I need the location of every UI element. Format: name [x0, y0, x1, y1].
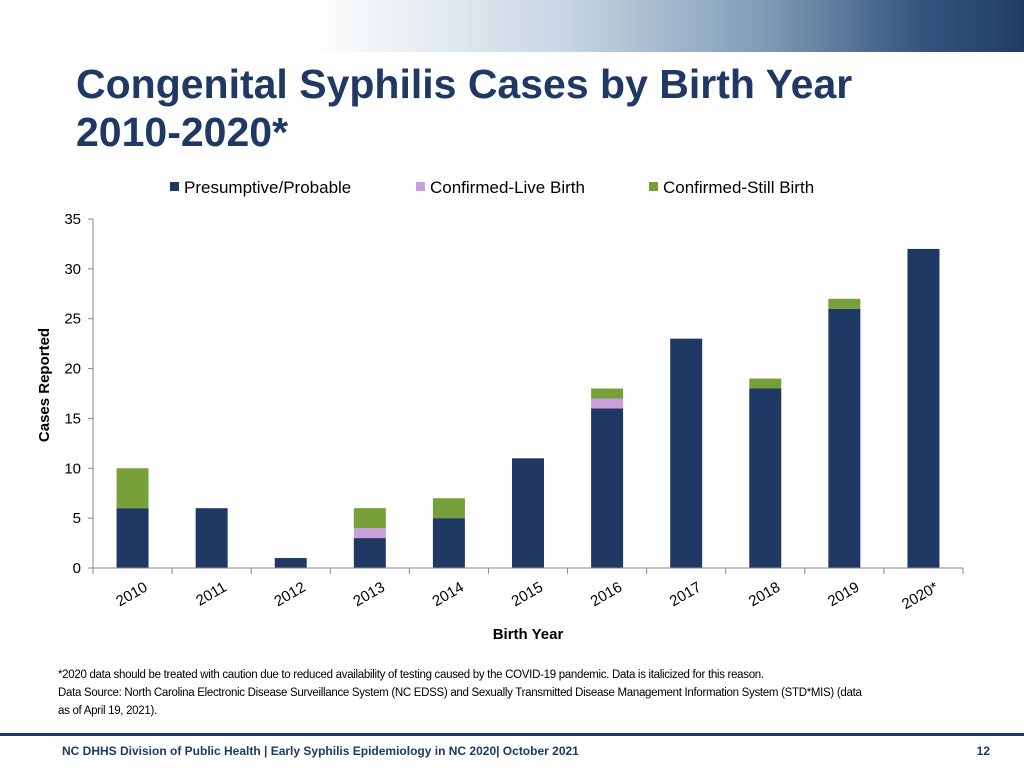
bars-group — [116, 248, 940, 568]
x-tick-label: 2018 — [746, 579, 783, 610]
legend-label: Confirmed-Still Birth — [663, 178, 814, 197]
footer-text: NC DHHS Division of Public Health | Earl… — [62, 744, 579, 758]
x-tick-label: 2017 — [667, 579, 704, 610]
bar-segment — [907, 248, 940, 568]
x-tick-label: 2013 — [350, 579, 387, 610]
bar-segment — [353, 508, 386, 529]
x-tick-label: 2020* — [899, 579, 942, 613]
bar-segment — [828, 298, 861, 309]
notes: *2020 data should be treated with cautio… — [58, 666, 958, 720]
bar-segment — [828, 308, 861, 568]
y-tick-label: 5 — [73, 510, 81, 527]
source-line-1: Data Source: North Carolina Electronic D… — [58, 687, 862, 699]
x-tick-label: 2011 — [193, 579, 229, 610]
x-tick-label: 2014 — [430, 579, 467, 610]
legend-swatch — [170, 182, 179, 191]
header-band — [0, 0, 1024, 52]
source-line-2: as of April 19, 2021). — [58, 705, 157, 717]
bar-segment — [432, 518, 465, 568]
x-tick-label: 2016 — [588, 579, 625, 610]
bar-segment — [432, 498, 465, 519]
slide-title-line1: Congenital Syphilis Cases by Birth Year — [76, 61, 853, 107]
page-number: 12 — [976, 744, 990, 758]
y-tick-label: 15 — [64, 410, 81, 427]
y-axis: 0 5 10 15 20 25 30 35 — [64, 211, 94, 577]
y-tick-label: 0 — [73, 560, 81, 577]
bar-segment — [274, 558, 307, 568]
legend-label: Confirmed-Live Birth — [430, 178, 585, 197]
bar-segment — [195, 508, 228, 568]
x-tick-label: 2015 — [509, 579, 546, 610]
y-tick-label: 20 — [64, 361, 81, 378]
x-tick-label: 2019 — [825, 579, 862, 610]
footer-rule — [0, 733, 1024, 736]
stacked-bar-chart: Presumptive/Probable Confirmed-Live Birth… — [36, 178, 964, 643]
y-axis-label: Cases Reported — [36, 328, 53, 442]
bar-segment — [512, 458, 544, 568]
chart-legend: Presumptive/Probable Confirmed-Live Birth… — [170, 178, 814, 197]
x-tick-label: 2012 — [271, 579, 308, 610]
bar-segment — [591, 388, 624, 399]
y-tick-label: 30 — [64, 261, 81, 278]
slide-title-line2: 2010-2020* — [76, 109, 289, 155]
x-axis: 2010 2011 2012 2013 2014 2015 2016 2017 2018 2019… — [92, 567, 964, 613]
x-axis-label: Birth Year — [493, 626, 564, 643]
bar-segment — [749, 378, 782, 389]
bar-segment — [591, 398, 624, 409]
x-tick-label: 2010 — [113, 579, 150, 610]
legend-label: Presumptive/Probable — [184, 178, 351, 197]
bar-segment — [353, 528, 386, 539]
y-tick-label: 25 — [64, 311, 81, 328]
bar-segment — [116, 508, 149, 568]
legend-swatch — [416, 182, 425, 191]
bar-segment — [591, 408, 624, 568]
caution-note: *2020 data should be treated with cautio… — [58, 669, 764, 681]
y-tick-label: 35 — [64, 211, 81, 228]
bar-segment — [116, 468, 149, 509]
slide-title: Congenital Syphilis Cases by Birth Year … — [76, 60, 996, 156]
bar-segment — [749, 388, 782, 568]
bar-segment — [353, 538, 386, 568]
legend-swatch — [649, 182, 658, 191]
bar-segment — [670, 338, 703, 568]
y-tick-label: 10 — [64, 460, 81, 477]
